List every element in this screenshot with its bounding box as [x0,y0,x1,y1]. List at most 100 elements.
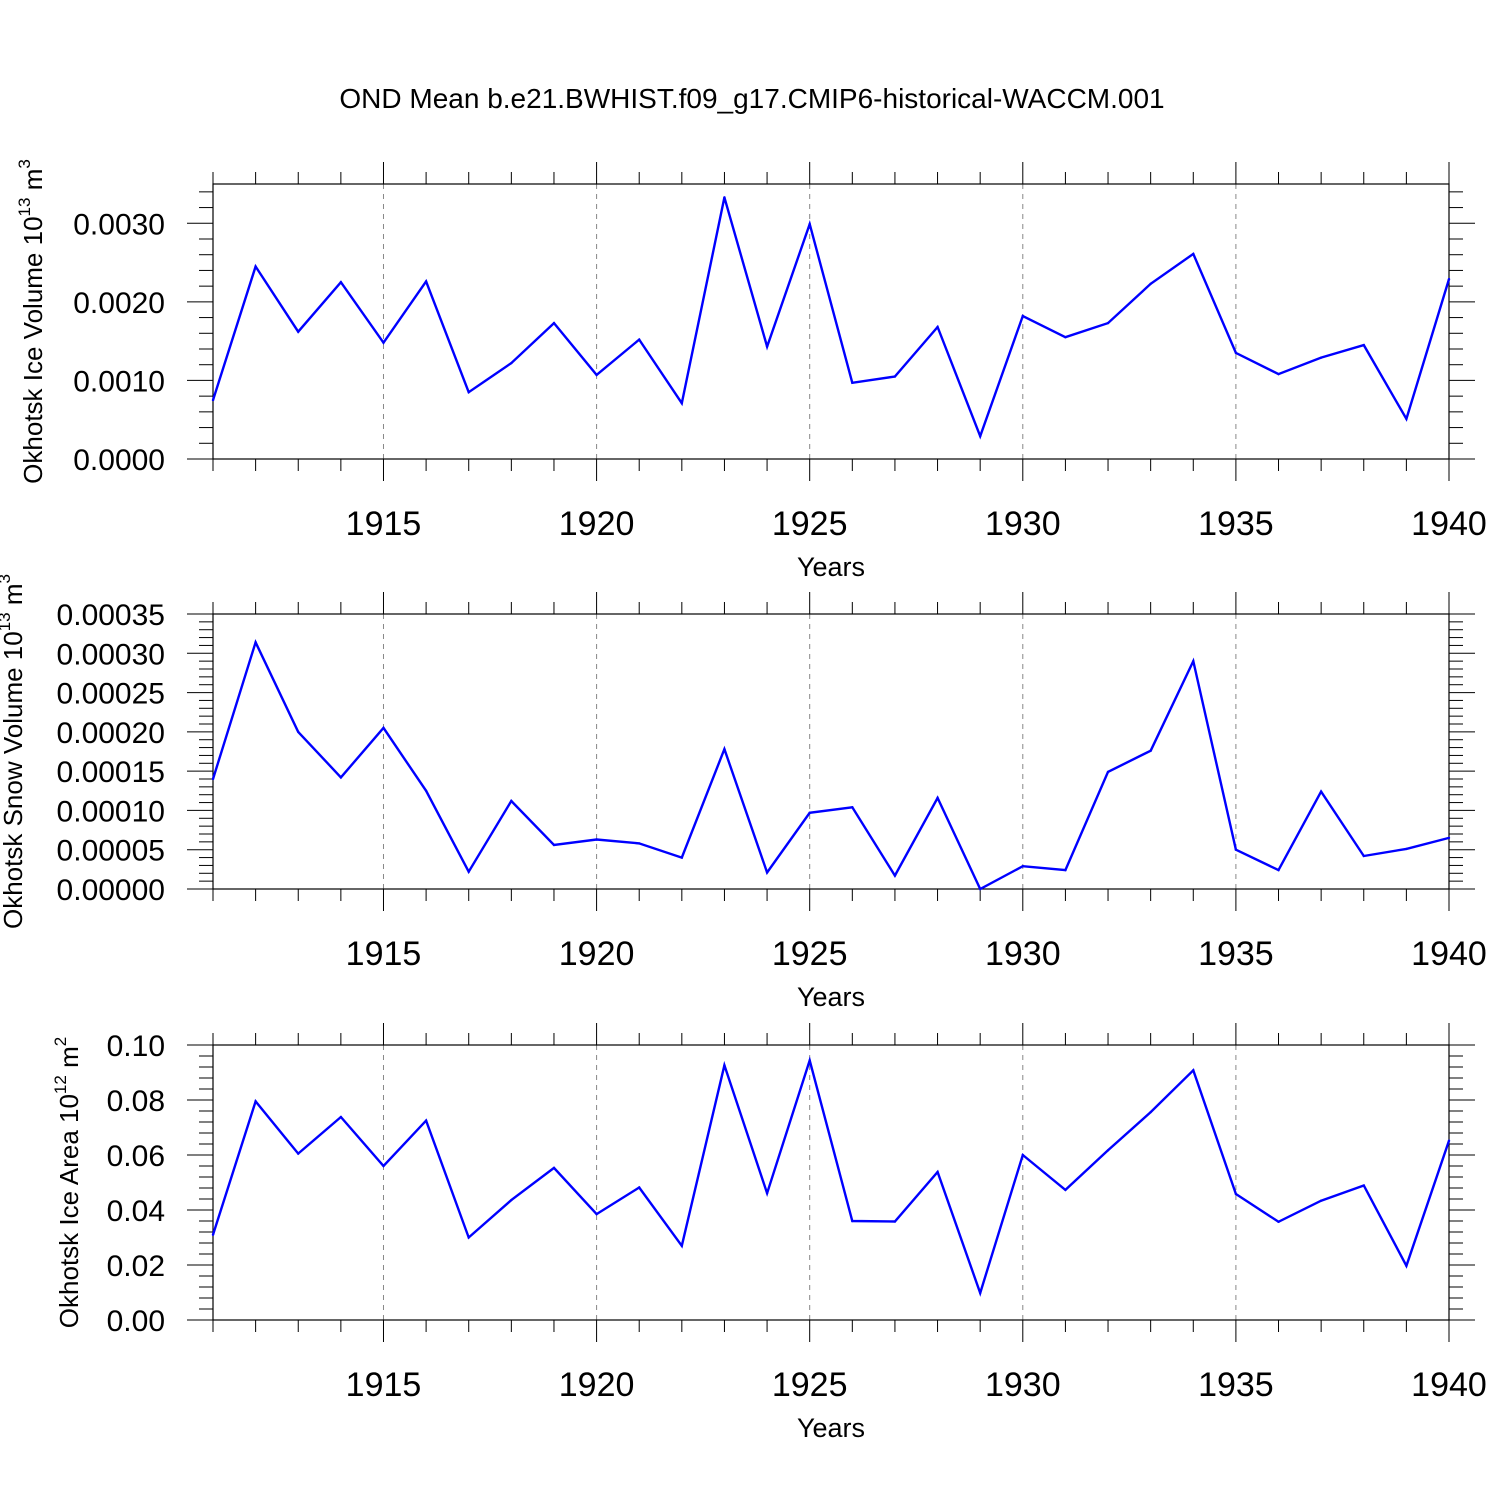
data-point [680,402,684,405]
data-point [723,196,726,199]
data-point [339,281,343,284]
data-point [638,338,641,341]
data-point [936,1170,939,1174]
y-tick-label: 0.00015 [57,756,165,789]
x-tick-label: 1920 [559,1366,635,1404]
x-tick-label: 1915 [346,1366,422,1404]
data-point [765,1192,769,1195]
data-point [1447,836,1451,840]
series-line [211,639,1450,891]
y-tick-label: 0.00010 [57,795,165,828]
x-tick-label: 1930 [985,1366,1061,1404]
data-point [424,1119,428,1122]
data-point [978,1291,982,1295]
data-point [1106,1149,1110,1152]
plot-frame [212,613,1450,890]
data-point [680,1244,684,1247]
data-point [1149,282,1152,285]
data-point [1447,277,1451,281]
data-point [254,265,257,268]
data-point [936,796,939,800]
x-tick-label: 1940 [1411,505,1487,543]
data-point [1277,1220,1280,1224]
data-point [1319,790,1323,793]
data-point [1405,1264,1408,1268]
x-axis-label: Years [797,982,865,1012]
panel-2: 0.00000 0.00005 0.00010 0.00015 0.00020 0.000… [0,574,1487,1012]
data-point [638,1186,641,1189]
x-tick-label: 1940 [1411,1366,1487,1404]
data-point [339,1115,343,1119]
data-point [1362,1184,1365,1187]
data-point [893,375,897,378]
y-tick-label: 0.00 [107,1305,165,1338]
y-tick-label: 0.06 [107,1140,165,1173]
data-point [851,806,854,809]
data-point [1106,770,1110,774]
data-point [467,1236,470,1239]
data-point [680,856,684,859]
data-point [1106,321,1110,325]
data-point [1405,847,1408,851]
y-tick-label: 0.0000 [73,444,165,477]
data-point [297,1152,300,1155]
x-tick-label: 1925 [772,935,848,973]
data-point [765,345,769,348]
panels: 0.0000 0.0010 0.0020 0.0030 1915 1920 1925 1930… [0,159,1487,1443]
data-point [382,341,385,344]
x-axis-label: Years [797,552,865,582]
y-tick-label: 0.00025 [57,678,165,711]
series-line [211,1056,1451,1297]
data-point [808,811,811,814]
x-tick-label: 1925 [772,505,848,543]
data-point [851,1219,854,1223]
data-point [510,799,513,803]
data-point [211,1233,215,1236]
data-point [808,222,811,226]
x-tick-label: 1935 [1198,935,1274,973]
data-point [1234,1192,1238,1196]
data-point [1021,314,1024,318]
y-tick-label: 0.0010 [73,365,165,398]
data-point [552,843,556,847]
data-point [467,391,470,394]
data-point [1319,356,1323,359]
data-point [808,1059,811,1062]
data-point [510,361,513,365]
data-point [211,777,215,781]
data-point [211,398,215,402]
data-point [1021,1153,1024,1157]
data-point [297,330,300,333]
data-point [851,381,854,384]
data-point [1149,749,1152,752]
data-point [297,730,300,734]
y-tick-label: 0.02 [107,1250,165,1283]
data-point [1234,351,1238,355]
data-point [936,325,939,329]
x-tick-label: 1935 [1198,1366,1274,1404]
data-point [254,641,257,644]
data-point [1405,417,1408,421]
data-point [1149,1110,1152,1114]
figure-title: OND Mean b.e21.BWHIST.f09_g17.CMIP6-hist… [339,83,1164,114]
data-point [382,1164,385,1168]
data-point [1192,252,1195,256]
data-point [723,1064,726,1067]
data-point [893,874,897,877]
y-tick-label: 0.04 [107,1195,165,1228]
plot-frame [212,183,1450,460]
data-point [382,726,385,730]
y-tick-label: 0.0030 [73,208,165,241]
data-point [552,1166,556,1170]
data-point [1192,1069,1195,1072]
data-point [424,280,428,283]
x-tick-label: 1930 [985,505,1061,543]
data-point [1319,1199,1323,1202]
data-point [978,435,982,438]
y-tick-label: 0.10 [107,1030,165,1063]
data-point [339,776,343,779]
panel-3: 0.00 0.02 0.04 0.06 0.08 0.10 1915 1920 1925 1930… [51,1023,1487,1443]
data-point [552,321,556,325]
data-point [424,789,428,792]
y-tick-label: 0.00030 [57,638,165,671]
